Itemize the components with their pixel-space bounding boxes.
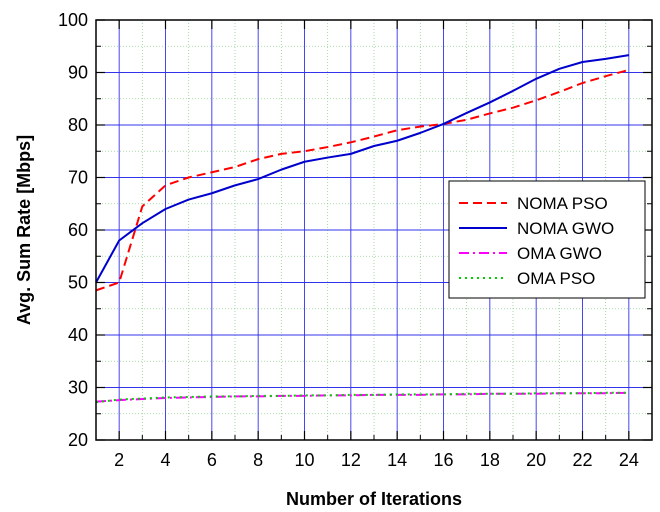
legend-box [448,180,646,299]
y-tick-label: 100 [58,10,88,30]
x-tick-label: 24 [619,450,639,470]
legend-label: NOMA GWO [517,219,614,238]
series-layer [95,54,630,404]
series-line-noma-pso [95,68,630,292]
y-tick-label: 60 [68,220,88,240]
y-tick-label: 40 [68,325,88,345]
series-line-oma-pso [95,391,629,404]
y-axis-tick-labels: 20 30 40 50 60 70 80 90 100 [58,10,88,450]
tick-marks [95,19,652,441]
x-tick-label: 20 [526,450,546,470]
x-tick-label: 14 [387,450,407,470]
x-tick-label: 4 [160,450,170,470]
x-tick-label: 10 [294,450,314,470]
legend-label: OMA PSO [517,269,595,288]
y-tick-label: 20 [68,430,88,450]
y-tick-label: 50 [68,273,88,293]
y-tick-label: 90 [68,63,88,83]
legend-items: NOMA PSO NOMA GWO OMA GWO OMA PSO [459,194,614,288]
x-axis-title: Number of Iterations [286,489,462,509]
x-axis-tick-labels: 2 4 6 8 10 12 14 16 18 20 22 24 [114,450,639,470]
x-tick-label: 2 [114,450,124,470]
x-tick-label: 22 [572,450,592,470]
x-tick-label: 12 [341,450,361,470]
x-tick-label: 18 [480,450,500,470]
x-tick-label: 8 [253,450,263,470]
y-tick-label: 70 [68,168,88,188]
series-line-noma-gwo [95,54,629,283]
legend-label: NOMA PSO [517,194,608,213]
series-line-oma-gwo [95,391,629,403]
y-tick-label: 30 [68,378,88,398]
y-tick-label: 80 [68,115,88,135]
legend: NOMA PSO NOMA GWO OMA GWO OMA PSO [448,180,646,299]
x-tick-label: 16 [433,450,453,470]
x-tick-label: 6 [207,450,217,470]
legend-label: OMA GWO [517,244,602,263]
y-axis-title: Avg. Sum Rate [Mbps] [14,135,34,325]
